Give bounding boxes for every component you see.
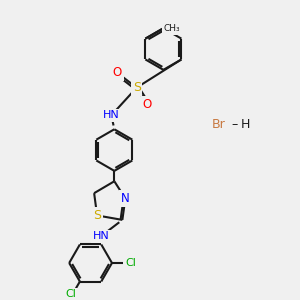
- Text: H: H: [240, 118, 250, 131]
- Text: Cl: Cl: [65, 290, 76, 299]
- Text: Br: Br: [212, 118, 225, 131]
- Text: S: S: [93, 209, 101, 222]
- Text: HN: HN: [93, 231, 109, 241]
- Text: S: S: [133, 81, 141, 94]
- Text: –: –: [232, 118, 238, 131]
- Text: O: O: [113, 66, 122, 79]
- Text: O: O: [142, 98, 152, 110]
- Text: HN: HN: [103, 110, 120, 120]
- Text: N: N: [121, 192, 130, 205]
- Text: CH₃: CH₃: [164, 25, 180, 34]
- Text: Cl: Cl: [125, 258, 136, 268]
